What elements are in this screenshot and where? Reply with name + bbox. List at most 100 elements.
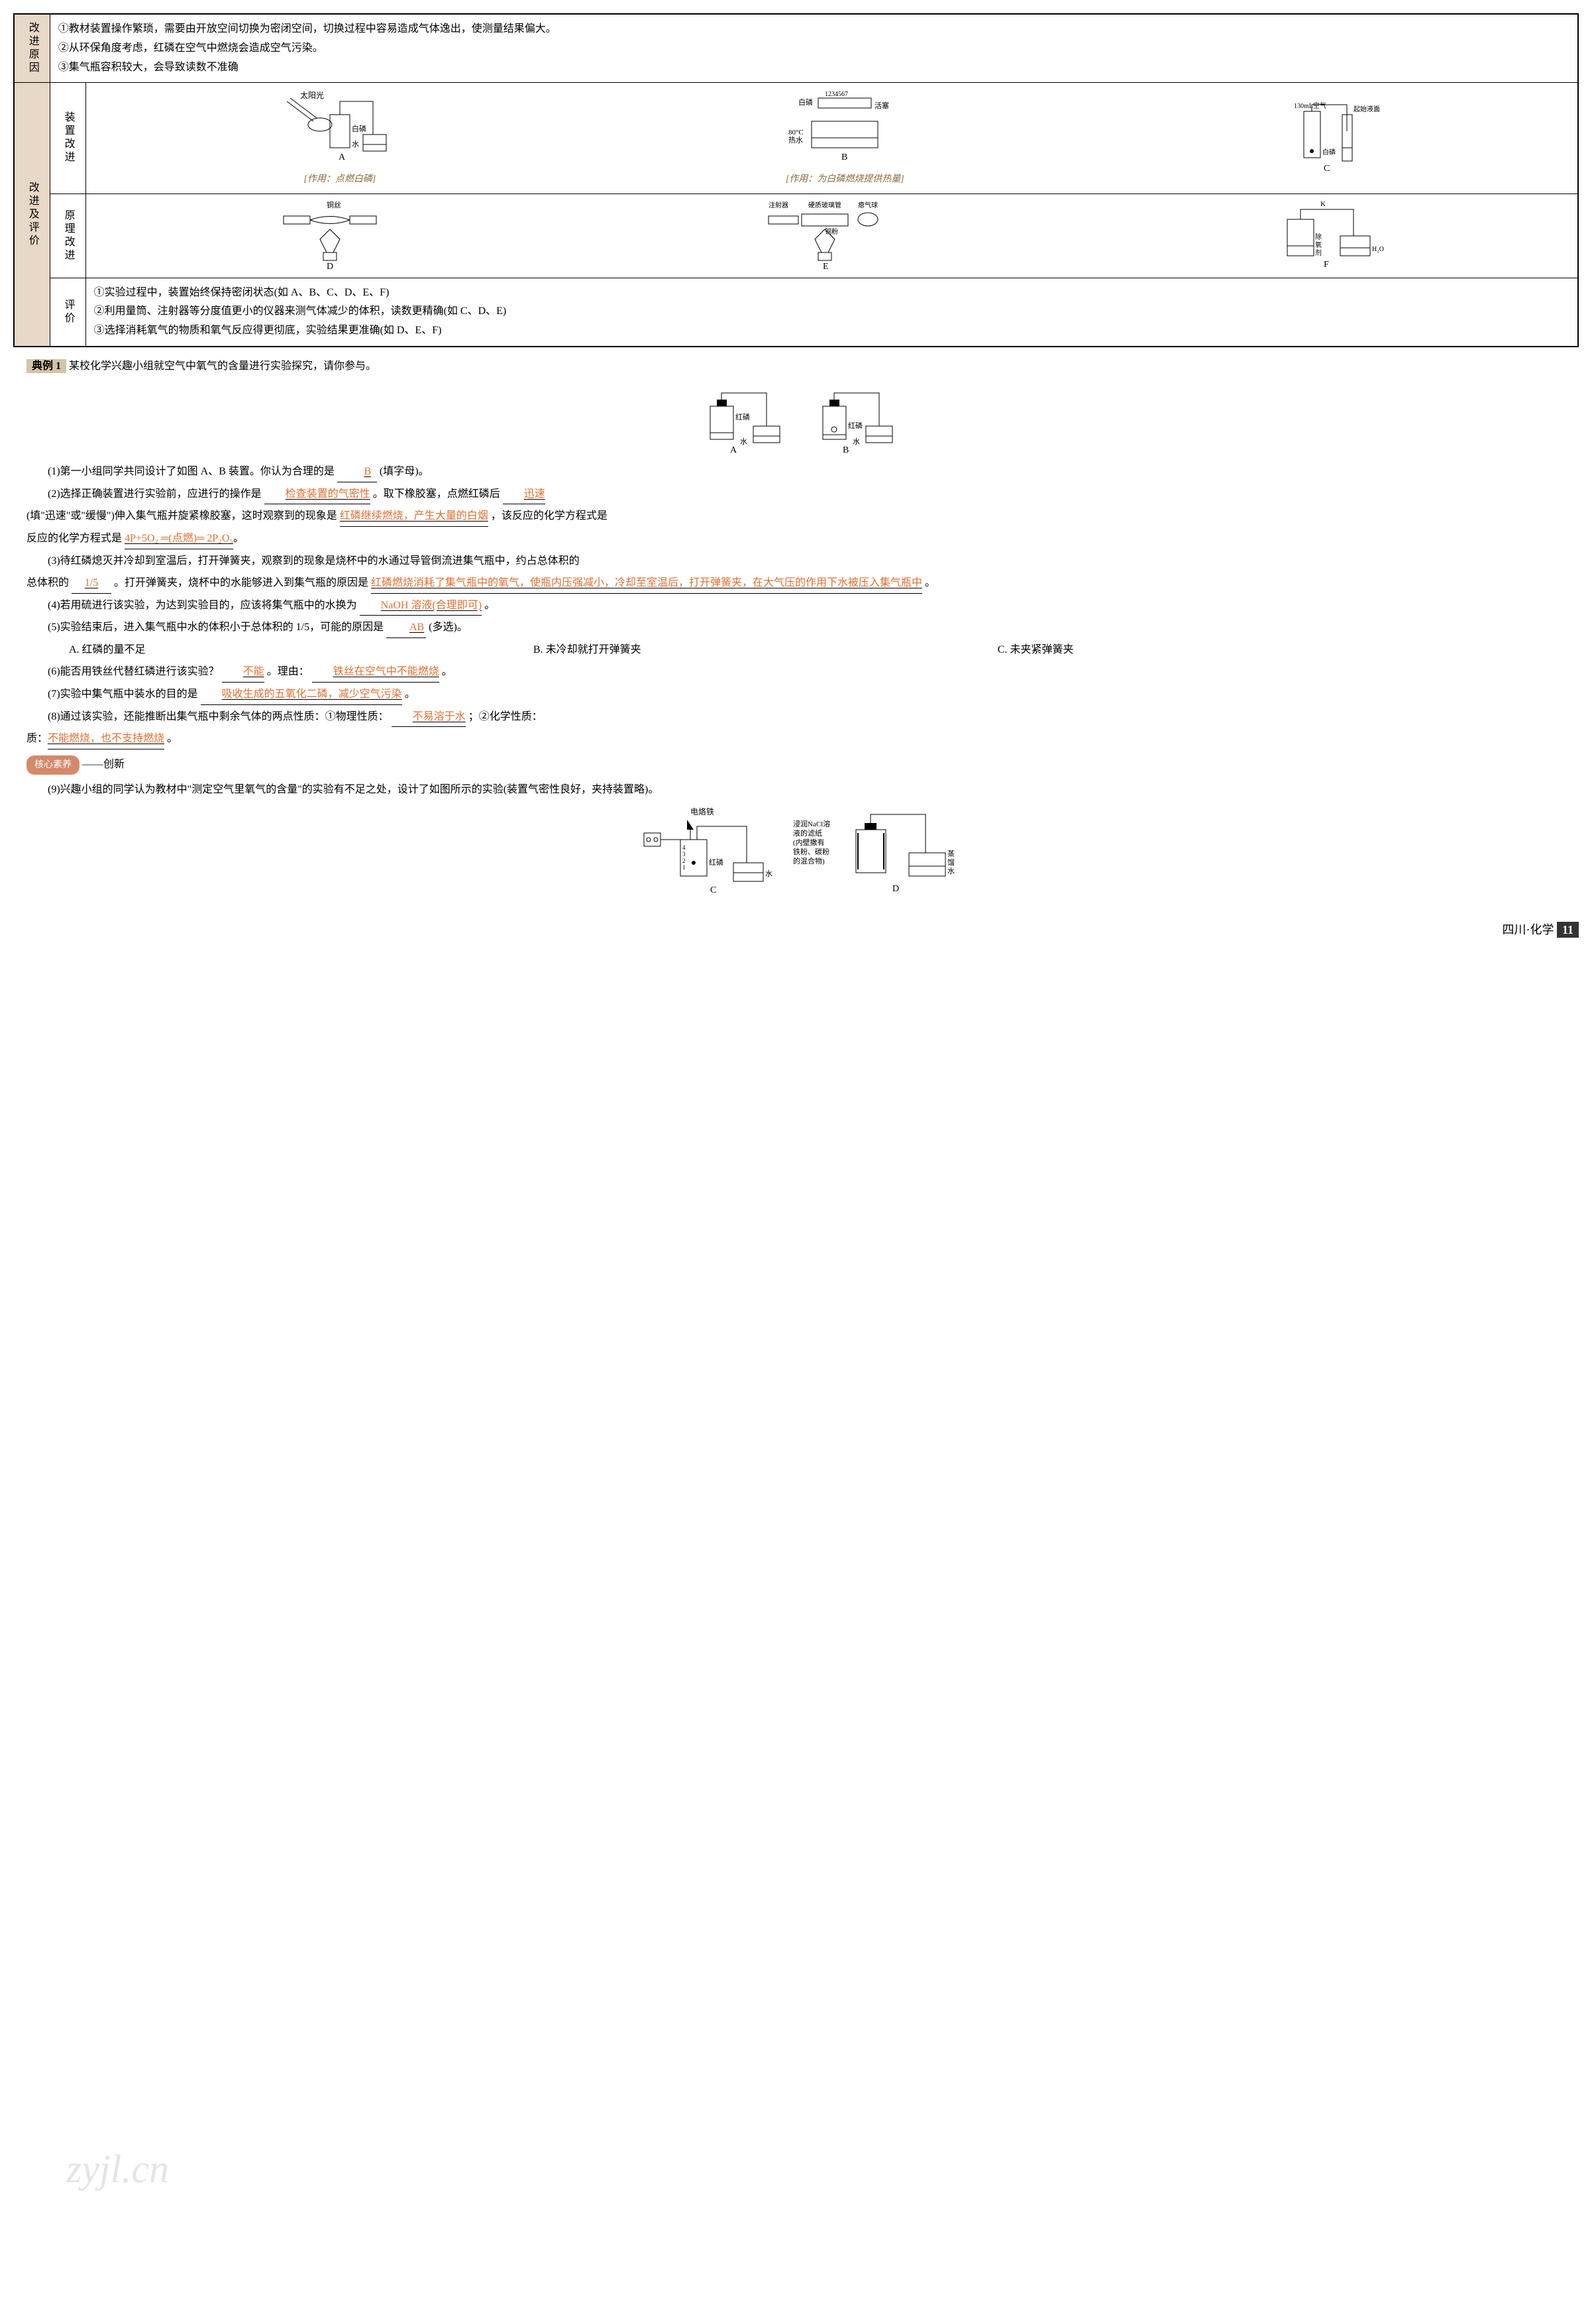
- svg-text:(内壁撒有: (内壁撒有: [793, 838, 825, 847]
- svg-text:红磷: 红磷: [848, 421, 863, 430]
- device-improve-label: 装置改进: [50, 83, 85, 194]
- example-diagram-B: 红磷 水 B: [803, 383, 902, 456]
- svg-text:80°C: 80°C: [788, 129, 804, 137]
- badge-row: 核心素养 ——创新: [27, 752, 1565, 778]
- svg-text:E: E: [823, 262, 829, 272]
- q3: (3)待红磷熄灭并冷却到室温后，打开弹簧夹，观察到的现象是烧杯中的水通过导管倒流…: [27, 552, 1565, 571]
- svg-text:F: F: [1324, 260, 1329, 270]
- q2-answer2: 迅速: [503, 485, 545, 505]
- svg-text:水: 水: [765, 869, 772, 878]
- svg-text:氧: 氧: [1315, 241, 1322, 249]
- principle-diagrams: 铜丝 D 注射器 硬质玻璃管 瘪气球: [85, 194, 1578, 278]
- svg-text:C: C: [710, 885, 716, 895]
- watermark: zyjl.cn: [66, 2133, 169, 2205]
- q8-answer1: 不易溶于水: [392, 708, 466, 728]
- svg-text:水: 水: [352, 140, 359, 148]
- svg-text:红磷: 红磷: [709, 858, 723, 867]
- q7-answer: 吸收生成的五氧化二磷，减少空气污染: [201, 685, 402, 705]
- q2-answer4: 4P+5O₂ ═(点燃)═ 2P₂O₅: [125, 529, 233, 549]
- svg-text:电烙铁: 电烙铁: [690, 806, 714, 816]
- reason-item-3: ③集气瓶容积较大，会导致读数不准确: [58, 58, 1569, 78]
- svg-text:铜丝: 铜丝: [327, 200, 341, 209]
- eval-item-2: ②利用量筒、注射器等分度值更小的仪器来测气体减少的体积，读数更精确(如 C、D、…: [94, 302, 1569, 321]
- svg-text:铁粉、碳粉: 铁粉、碳粉: [793, 847, 829, 856]
- svg-text:红磷: 红磷: [735, 413, 750, 421]
- principle-improve-label: 原理改进: [50, 194, 85, 278]
- q2-cont: (填"迅速"或"缓慢")伸入集气瓶并旋紧橡胶塞，这时观察到的现象是 红磷继续燃烧…: [27, 507, 1565, 527]
- svg-text:2: 2: [682, 858, 686, 864]
- svg-text:的混合物): 的混合物): [793, 856, 825, 865]
- svg-text:浸润NaCl溶: 浸润NaCl溶: [793, 819, 830, 828]
- q5-options: A. 红磷的量不足 B. 未冷却就打开弹簧夹 C. 未夹紧弹簧夹: [27, 641, 1565, 660]
- svg-text:水: 水: [947, 867, 955, 875]
- svg-text:H₂O: H₂O: [1372, 246, 1384, 253]
- q2-eq: 反应的化学方程式是 4P+5O₂ ═(点燃)═ 2P₂O₅。: [27, 529, 1565, 549]
- svg-text:瘪气球: 瘪气球: [858, 201, 878, 209]
- caption-B: [作用：为白磷燃烧提供热量]: [785, 171, 904, 188]
- eval-item-3: ③选择消耗氧气的物质和氧气反应得更彻底，实验结果更准确(如 D、E、F): [94, 321, 1569, 341]
- q1: (1)第一小组同学共同设计了如图 A、B 装置。你认为合理的是 B (填字母)。: [27, 463, 1565, 482]
- evaluate-label: 评价: [50, 278, 85, 347]
- evaluate-content: ①实验过程中，装置始终保持密闭状态(如 A、B、C、D、E、F) ②利用量筒、注…: [85, 278, 1578, 347]
- q7: (7)实验中集气瓶中装水的目的是 吸收生成的五氧化二磷，减少空气污染 。: [27, 685, 1565, 705]
- q2-answer1: 检查装置的气密性: [264, 485, 370, 505]
- svg-text:剂: 剂: [1315, 249, 1322, 257]
- svg-text:A: A: [730, 445, 737, 455]
- svg-text:馏: 馏: [947, 858, 955, 867]
- caption-A: [作用：点燃白磷]: [280, 171, 399, 188]
- svg-text:B: B: [841, 152, 847, 162]
- apparatus-F-svg: K 除 氧 剂 H₂O F: [1274, 199, 1387, 272]
- example-diagram-A: 红磷 水 A: [690, 383, 790, 456]
- q3-answer1: 1/5: [72, 574, 111, 594]
- svg-text:4: 4: [682, 844, 686, 851]
- reason-item-1: ①教材装置操作繁琐，需要由开放空间切换为密闭空间，切换过程中容易造成气体逸出，使…: [58, 20, 1569, 39]
- apparatus-B-svg: 1234567 白磷 活塞 80°C 热水 B: [785, 88, 904, 168]
- svg-text:1234567: 1234567: [825, 91, 848, 98]
- svg-text:白磷: 白磷: [1322, 148, 1336, 156]
- q3-cont: 总体积的 1/5 。打开弹簧夹，烧杯中的水能够进入到集气瓶的原因是 红磷燃烧消耗…: [27, 574, 1565, 594]
- svg-text:K: K: [1320, 200, 1326, 208]
- example-diagram-C: 电烙铁 4 3 2 1 红磷 水 C: [631, 806, 776, 899]
- diagram-E: 注射器 硬质玻璃管 瘪气球 铜粉 E: [762, 199, 894, 272]
- q4: (4)若用硫进行该实验，为达到实验目的，应该将集气瓶中的水换为 NaOH 溶液(…: [27, 596, 1565, 616]
- svg-text:C: C: [1324, 164, 1330, 174]
- q9: (9)兴趣小组的同学认为教材中"测定空气里氧气的含量"的实验有不足之处，设计了如…: [27, 781, 1565, 800]
- svg-text:白磷: 白磷: [798, 97, 813, 107]
- svg-text:白磷: 白磷: [352, 124, 366, 133]
- q6-answer2: 铁丝在空气中不能燃烧: [312, 663, 439, 683]
- improve-header: 改进及评价: [14, 83, 50, 347]
- improvement-table: 改进原因 ①教材装置操作繁琐，需要由开放空间切换为密闭空间，切换过程中容易造成气…: [13, 13, 1579, 347]
- q8: (8)通过该实验，还能推断出集气瓶中剩余气体的两点性质：①物理性质： 不易溶于水…: [27, 708, 1565, 728]
- q1-answer: B: [337, 463, 377, 482]
- apparatus-A-svg: 太阳光 白磷 水 A: [280, 88, 399, 168]
- q8-answer2: 不能燃烧，也不支持燃烧: [48, 730, 164, 749]
- svg-text:水: 水: [740, 437, 747, 446]
- svg-text:3: 3: [682, 851, 686, 858]
- device-diagrams: 太阳光 白磷 水 A [作用：点燃白磷]: [85, 83, 1578, 194]
- svg-text:蒸: 蒸: [947, 850, 955, 858]
- footer-subject: 四川·化学: [1502, 923, 1554, 936]
- q2-answer3: 红磷继续燃烧，产生大量的白烟: [340, 507, 488, 527]
- q6-answer1: 不能: [222, 663, 264, 683]
- diagram-F: K 除 氧 剂 H₂O F: [1274, 199, 1387, 272]
- q5: (5)实验结束后，进入集气瓶中水的体积小于总体积的 1/5，可能的原因是 AB …: [27, 618, 1565, 638]
- q5-answer: AB: [386, 618, 426, 638]
- example-intro: 某校化学兴趣小组就空气中氧气的含量进行实验探究，请你参与。: [69, 360, 376, 372]
- svg-text:水: 水: [853, 437, 860, 446]
- svg-text:注射器: 注射器: [769, 201, 788, 209]
- page-footer: 四川·化学 11: [13, 919, 1579, 940]
- reason-content: ①教材装置操作繁琐，需要由开放空间切换为密闭空间，切换过程中容易造成气体逸出，使…: [50, 14, 1578, 83]
- svg-text:130mL空气: 130mL空气: [1294, 101, 1326, 110]
- svg-text:A: A: [339, 152, 346, 162]
- diagram-B: 1234567 白磷 活塞 80°C 热水 B [作用：为白磷燃烧提供热量]: [785, 88, 904, 188]
- svg-text:起始液面: 起始液面: [1353, 105, 1380, 113]
- reason-item-2: ②从环保角度考虑，红磷在空气中燃烧会造成空气污染。: [58, 39, 1569, 58]
- svg-text:活塞: 活塞: [875, 101, 889, 110]
- svg-text:1: 1: [682, 864, 686, 871]
- diagram-C: 130mL空气 白磷 起始液面 C: [1291, 98, 1383, 178]
- q8-cont: 质：不能燃烧，也不支持燃烧 。: [27, 730, 1565, 749]
- q6: (6)能否用铁丝代替红磷进行该实验？ 不能 。理由： 铁丝在空气中不能燃烧 。: [27, 663, 1565, 683]
- apparatus-C-svg: 130mL空气 白磷 起始液面 C: [1291, 98, 1383, 178]
- svg-text:除: 除: [1315, 233, 1322, 241]
- q4-answer: NaOH 溶液(合理即可): [360, 596, 482, 616]
